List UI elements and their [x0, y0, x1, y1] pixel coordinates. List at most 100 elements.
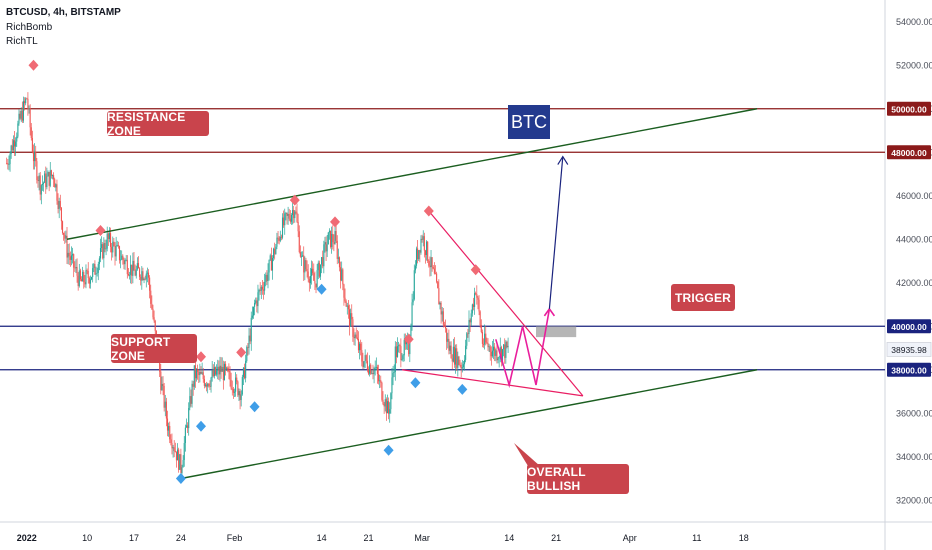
- candle-body: [411, 302, 413, 327]
- candle-body: [478, 299, 480, 312]
- candle-body: [145, 273, 147, 280]
- candle-body: [44, 173, 46, 183]
- candle-body: [228, 371, 230, 372]
- candle-body: [159, 358, 161, 372]
- candle-body: [305, 260, 307, 270]
- candle-body: [281, 217, 284, 238]
- candle-body: [460, 364, 462, 369]
- candle-body: [127, 274, 129, 276]
- indicator-richbomb[interactable]: RichBomb: [6, 22, 53, 33]
- candle-body: [113, 241, 115, 246]
- candle-body: [197, 370, 199, 372]
- candle-body: [364, 355, 366, 362]
- candle-body: [220, 365, 222, 372]
- candle-body: [299, 252, 301, 257]
- candle-body: [363, 361, 365, 367]
- candle-body: [288, 213, 290, 219]
- candle-body: [24, 101, 26, 104]
- candle-body: [491, 350, 493, 357]
- candle-body: [474, 293, 476, 307]
- candle-body: [219, 365, 221, 375]
- candle-body: [323, 244, 325, 267]
- candle-body: [384, 399, 386, 407]
- candle-body: [172, 447, 174, 449]
- candle-body: [379, 380, 381, 382]
- candle-body: [438, 288, 440, 305]
- candle-body: [150, 290, 152, 304]
- candle-body: [493, 346, 495, 351]
- candle-body: [297, 221, 299, 232]
- pivot-high-marker: [330, 216, 340, 228]
- candle-body: [29, 108, 31, 128]
- candle-body: [391, 377, 393, 394]
- candle-body: [177, 449, 179, 461]
- candle-body: [455, 348, 457, 365]
- candle-body: [268, 259, 270, 273]
- candle-body: [312, 268, 314, 274]
- candle-body: [203, 379, 205, 386]
- candle-body: [200, 371, 202, 374]
- candle-body: [37, 180, 39, 182]
- candle-body: [375, 366, 377, 368]
- candle-body: [28, 108, 30, 110]
- candle-body: [348, 309, 351, 327]
- target-arrow-line: [548, 156, 564, 309]
- time-tick-label: Apr: [623, 533, 637, 543]
- candle-body: [328, 230, 330, 233]
- candle-body: [175, 451, 177, 461]
- candle-body: [378, 374, 380, 382]
- candle-body: [41, 183, 43, 186]
- candle-body: [99, 247, 102, 259]
- candle-body: [277, 237, 279, 239]
- candle-body: [447, 338, 449, 342]
- candle-body: [357, 339, 359, 351]
- candle-body: [212, 370, 214, 377]
- candle-body: [227, 367, 229, 372]
- candle-body: [295, 211, 297, 213]
- candle-body: [63, 232, 65, 235]
- time-tick-label: 14: [504, 533, 514, 543]
- candle-body: [193, 365, 195, 387]
- candle-body: [439, 302, 441, 305]
- candle-body: [49, 170, 51, 186]
- candle-body: [440, 302, 442, 315]
- candle-body: [420, 238, 422, 253]
- candle-body: [153, 317, 155, 321]
- candle-body: [319, 264, 322, 277]
- candle-body: [362, 361, 364, 367]
- candle-body: [125, 259, 127, 261]
- indicator-richtl[interactable]: RichTL: [6, 36, 38, 47]
- candle-body: [210, 377, 212, 387]
- candle-body: [300, 256, 303, 258]
- candle-body: [225, 363, 227, 369]
- candle-body: [355, 334, 357, 338]
- candle-body: [414, 265, 416, 271]
- candle-body: [94, 264, 96, 275]
- candle-body: [79, 270, 81, 280]
- candle-body: [13, 140, 16, 147]
- candle-body: [21, 110, 23, 121]
- time-tick-label: 21: [551, 533, 561, 543]
- candle-body: [343, 284, 345, 298]
- candle-body: [10, 145, 12, 154]
- candle-body: [198, 371, 200, 376]
- candle-body: [458, 356, 460, 365]
- candle-body: [86, 270, 88, 272]
- candle-body: [206, 384, 208, 387]
- candle-body: [318, 262, 320, 277]
- candle-body: [122, 255, 124, 260]
- candle-body: [335, 231, 337, 241]
- candle-body: [147, 272, 150, 278]
- candle-body: [340, 267, 342, 281]
- candle-body: [422, 236, 424, 240]
- trigger-box: [536, 326, 577, 338]
- target-arrowhead: [557, 155, 569, 165]
- candle-body: [457, 356, 459, 368]
- candle-body: [342, 269, 344, 285]
- candle-body: [50, 170, 52, 176]
- candle-body: [118, 246, 121, 261]
- time-tick-label: 2022: [17, 533, 37, 543]
- candle-body: [19, 113, 21, 119]
- candle-body: [25, 98, 27, 104]
